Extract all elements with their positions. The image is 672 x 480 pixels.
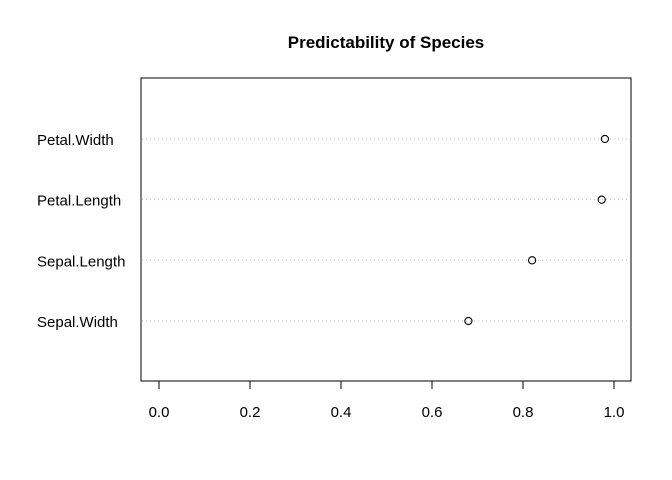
x-tick-label: 0.2 bbox=[240, 404, 261, 421]
chart-title: Predictability of Species bbox=[288, 33, 485, 52]
category-label-sepal-length: Sepal.Length bbox=[37, 253, 125, 270]
x-tick-label: 0.6 bbox=[422, 404, 443, 421]
grid-lines bbox=[142, 138, 630, 322]
category-label-sepal-width: Sepal.Width bbox=[37, 314, 118, 331]
x-tick-label: 0.0 bbox=[149, 404, 170, 421]
x-tick-label: 0.8 bbox=[513, 404, 534, 421]
category-label-petal-width: Petal.Width bbox=[37, 132, 114, 149]
plot-frame bbox=[140, 77, 632, 382]
x-axis: 0.0 0.2 0.4 0.6 0.8 1.0 bbox=[149, 380, 625, 421]
category-labels: Sepal.Width Sepal.Length Petal.Length Petal… bbox=[37, 132, 125, 331]
data-point-sepal-width bbox=[464, 316, 473, 326]
data-point-sepal-length bbox=[527, 256, 537, 265]
category-label-petal-length: Petal.Length bbox=[37, 193, 121, 210]
data-points bbox=[464, 134, 610, 326]
x-tick-label: 1.0 bbox=[604, 404, 625, 421]
data-point-petal-width bbox=[600, 134, 610, 144]
x-tick-label: 0.4 bbox=[331, 404, 352, 421]
data-point-petal-length bbox=[597, 195, 606, 204]
